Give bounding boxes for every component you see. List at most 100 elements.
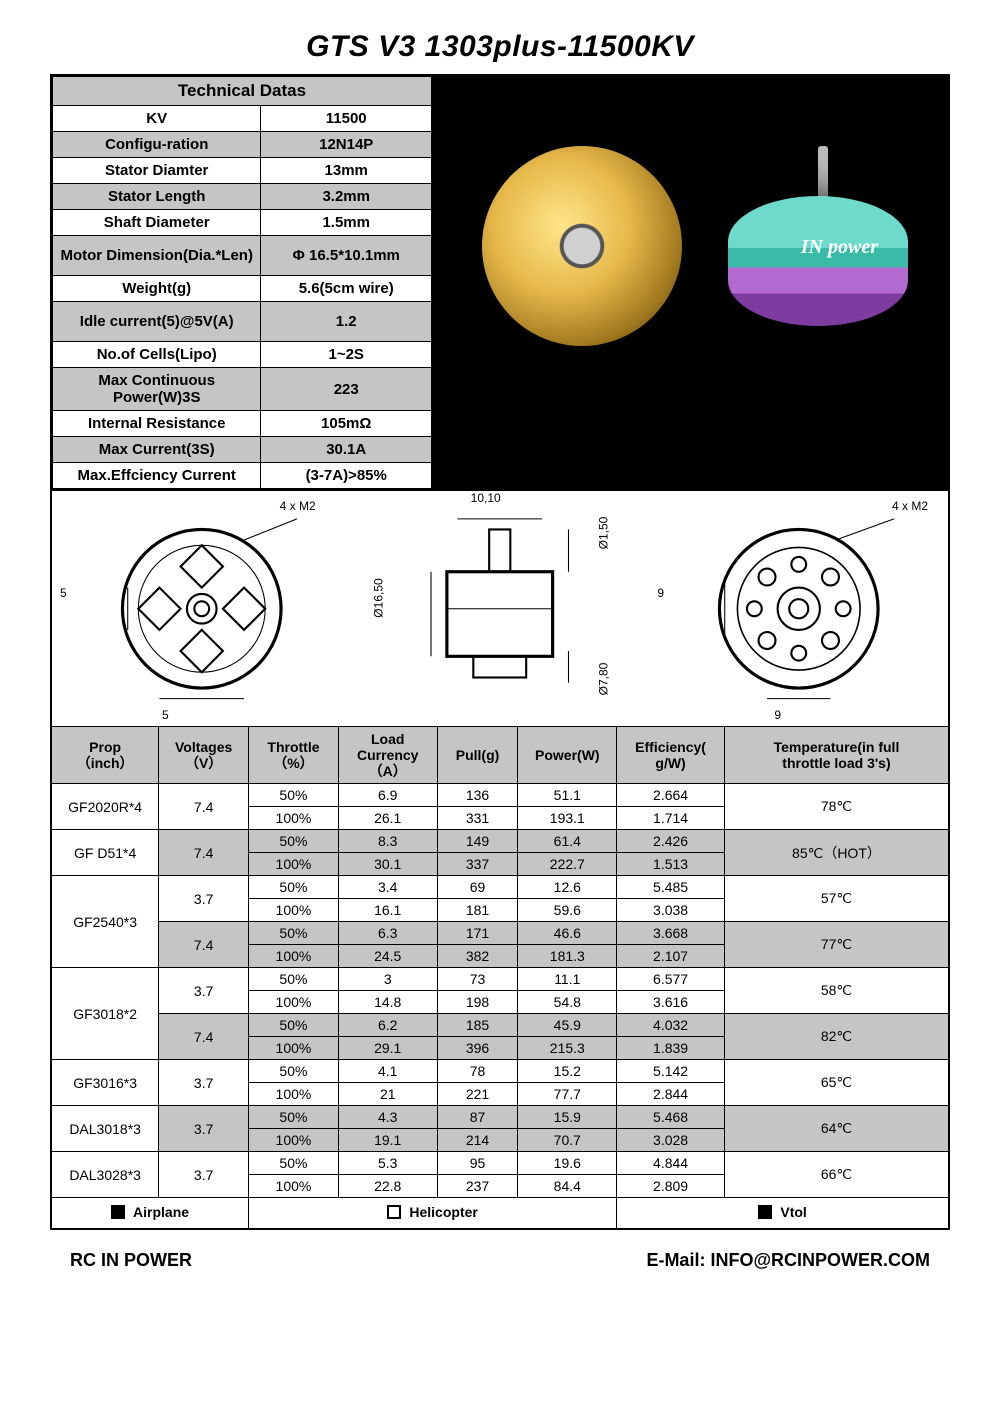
cell-throttle: 50%	[249, 1014, 339, 1037]
perf-row: DAL3018*33.750%4.38715.95.46864℃	[51, 1106, 949, 1129]
cell-load: 5.3	[338, 1152, 437, 1175]
cell-load: 6.2	[338, 1014, 437, 1037]
cell-volt: 7.4	[159, 784, 249, 830]
cell-load: 8.3	[338, 830, 437, 853]
cell-throttle: 100%	[249, 807, 339, 830]
dim-d1-50: Ø1,50	[596, 517, 610, 550]
cell-eff: 2.426	[617, 830, 725, 853]
th-throttle: Throttle（%）	[249, 727, 339, 784]
technical-data-table: Technical Datas KV11500Configu-ration12N…	[52, 76, 432, 489]
cell-load: 16.1	[338, 899, 437, 922]
legend-airplane-label: Airplane	[133, 1204, 189, 1220]
dim-screws-front: 4 x M2	[280, 499, 316, 513]
dim-9b: 9	[774, 708, 781, 722]
cell-prop: DAL3018*3	[51, 1106, 159, 1152]
cell-load: 3.4	[338, 876, 437, 899]
tech-row: No.of Cells(Lipo)1~2S	[53, 342, 432, 368]
cell-eff: 3.668	[617, 922, 725, 945]
motor-side-render	[728, 196, 908, 326]
th-eff: Efficiency(g/W)	[617, 727, 725, 784]
cell-temp: 58℃	[724, 968, 949, 1014]
tech-value: 223	[261, 368, 432, 411]
cell-load: 26.1	[338, 807, 437, 830]
tech-row: Max.Effciency Current(3-7A)>85%	[53, 463, 432, 489]
cell-temp: 78℃	[724, 784, 949, 830]
cell-throttle: 50%	[249, 968, 339, 991]
cell-throttle: 100%	[249, 1175, 339, 1198]
tech-value: 13mm	[261, 158, 432, 184]
cell-power: 15.9	[518, 1106, 617, 1129]
cell-power: 193.1	[518, 807, 617, 830]
cell-power: 45.9	[518, 1014, 617, 1037]
cell-load: 4.3	[338, 1106, 437, 1129]
cell-eff: 4.032	[617, 1014, 725, 1037]
cell-eff: 5.468	[617, 1106, 725, 1129]
cell-pull: 73	[437, 968, 518, 991]
footer-email-label: E-Mail:	[646, 1250, 710, 1270]
footer-email-value: INFO@RCINPOWER.COM	[710, 1250, 930, 1270]
cell-load: 6.9	[338, 784, 437, 807]
cell-pull: 214	[437, 1129, 518, 1152]
tech-row: Stator Diamter13mm	[53, 158, 432, 184]
cell-throttle: 100%	[249, 945, 339, 968]
performance-table: Prop（inch） Voltages（V） Throttle（%） LoadC…	[50, 726, 950, 1230]
cell-volt: 3.7	[159, 1060, 249, 1106]
tech-label: Internal Resistance	[53, 411, 261, 437]
diagram-back-view: 4 x M2 9 9	[649, 491, 948, 726]
cell-power: 12.6	[518, 876, 617, 899]
cell-power: 84.4	[518, 1175, 617, 1198]
cell-throttle: 50%	[249, 1106, 339, 1129]
cell-volt: 7.4	[159, 922, 249, 968]
cell-temp: 77℃	[724, 922, 949, 968]
cell-load: 24.5	[338, 945, 437, 968]
cell-pull: 78	[437, 1060, 518, 1083]
cell-volt: 3.7	[159, 1152, 249, 1198]
tech-row: Configu-ration12N14P	[53, 132, 432, 158]
tech-row: Weight(g)5.6(5cm wire)	[53, 276, 432, 302]
motor-front-render	[482, 146, 682, 346]
cell-eff: 3.616	[617, 991, 725, 1014]
cell-eff: 6.577	[617, 968, 725, 991]
perf-row: GF3016*33.750%4.17815.25.14265℃	[51, 1060, 949, 1083]
tech-label: Shaft Diameter	[53, 210, 261, 236]
th-power: Power(W)	[518, 727, 617, 784]
cell-throttle: 50%	[249, 876, 339, 899]
cell-pull: 136	[437, 784, 518, 807]
dim-5a: 5	[60, 586, 67, 600]
cell-eff: 2.809	[617, 1175, 725, 1198]
cell-power: 222.7	[518, 853, 617, 876]
perf-row: GF2020R*47.450%6.913651.12.66478℃	[51, 784, 949, 807]
tech-row: Max Continuous Power(W)3S223	[53, 368, 432, 411]
top-row: Technical Datas KV11500Configu-ration12N…	[50, 74, 950, 491]
cell-pull: 331	[437, 807, 518, 830]
cell-temp: 85℃（HOT）	[724, 830, 949, 876]
cell-eff: 1.714	[617, 807, 725, 830]
cell-eff: 1.513	[617, 853, 725, 876]
cell-pull: 95	[437, 1152, 518, 1175]
cell-throttle: 50%	[249, 1152, 339, 1175]
tech-value: 1.5mm	[261, 210, 432, 236]
legend-helicopter: Helicopter	[253, 1204, 612, 1220]
square-outline-icon	[387, 1205, 401, 1219]
tech-value: 30.1A	[261, 437, 432, 463]
th-prop: Prop（inch）	[51, 727, 159, 784]
tech-label: No.of Cells(Lipo)	[53, 342, 261, 368]
tech-label: Max Current(3S)	[53, 437, 261, 463]
cell-throttle: 100%	[249, 899, 339, 922]
cell-power: 77.7	[518, 1083, 617, 1106]
cell-pull: 198	[437, 991, 518, 1014]
tech-value: 1.2	[261, 302, 432, 342]
tech-label: Idle current(5)@5V(A)	[53, 302, 261, 342]
tech-value: 5.6(5cm wire)	[261, 276, 432, 302]
tech-label: Stator Length	[53, 184, 261, 210]
tech-label: Weight(g)	[53, 276, 261, 302]
cell-pull: 69	[437, 876, 518, 899]
square-filled-icon	[111, 1205, 125, 1219]
th-load: LoadCurrency（A）	[338, 727, 437, 784]
cell-pull: 396	[437, 1037, 518, 1060]
cell-temp: 82℃	[724, 1014, 949, 1060]
cell-pull: 149	[437, 830, 518, 853]
cell-load: 22.8	[338, 1175, 437, 1198]
cell-volt: 7.4	[159, 1014, 249, 1060]
cell-throttle: 100%	[249, 1129, 339, 1152]
